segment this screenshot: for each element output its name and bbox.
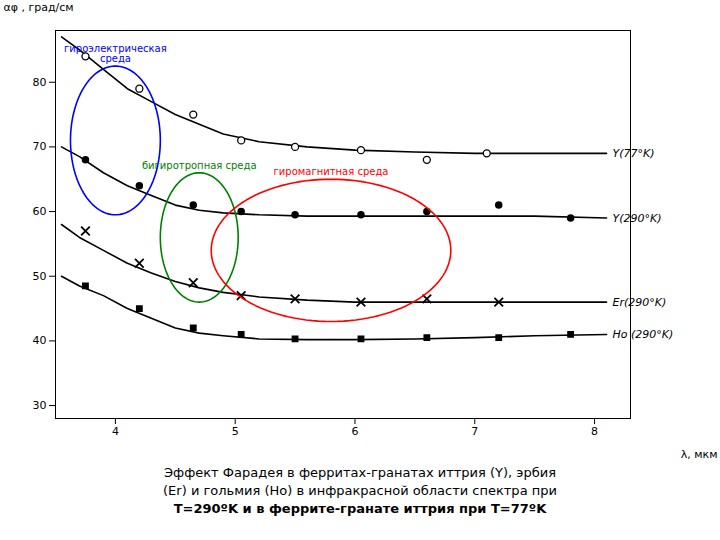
svg-text:4: 4 xyxy=(112,425,119,438)
svg-text:гиромагнитная среда: гиромагнитная среда xyxy=(274,166,389,177)
svg-text:8: 8 xyxy=(591,425,598,438)
html-text:Эффект Фарадея в ферритах-гран: Эффект Фарадея в ферритах-гранатах иттри… xyxy=(163,465,556,480)
html-text:(Er) и гольмия (Ho) в инфракра: (Er) и гольмия (Ho) в инфракрасной облас… xyxy=(163,483,557,498)
svg-text:5: 5 xyxy=(232,425,239,438)
svg-text:40: 40 xyxy=(33,334,47,347)
svg-text:бигиротропная среда: бигиротропная среда xyxy=(142,160,257,171)
svg-text:70: 70 xyxy=(33,140,47,153)
svg-text:гироэлектрическаясреда: гироэлектрическаясреда xyxy=(64,43,167,64)
html-text:T=290ºK и в феррите-гранате ит: T=290ºK и в феррите-гранате иттрия при T… xyxy=(173,501,547,516)
svg-text:Er(290°K): Er(290°K) xyxy=(613,296,667,309)
svg-text:Y(77°K): Y(77°K) xyxy=(613,147,655,160)
svg-text:αφ , град/см: αφ , град/см xyxy=(4,1,74,14)
svg-text:λ, мкм: λ, мкм xyxy=(681,448,718,461)
svg-text:Ho (290°K): Ho (290°K) xyxy=(613,328,674,341)
svg-text:Y(290°K): Y(290°K) xyxy=(613,212,662,225)
svg-text:7: 7 xyxy=(471,425,478,438)
svg-text:50: 50 xyxy=(33,270,47,283)
svg-text:60: 60 xyxy=(33,205,47,218)
svg-text:80: 80 xyxy=(33,76,47,89)
svg-text:6: 6 xyxy=(351,425,358,438)
svg-text:30: 30 xyxy=(33,399,47,412)
